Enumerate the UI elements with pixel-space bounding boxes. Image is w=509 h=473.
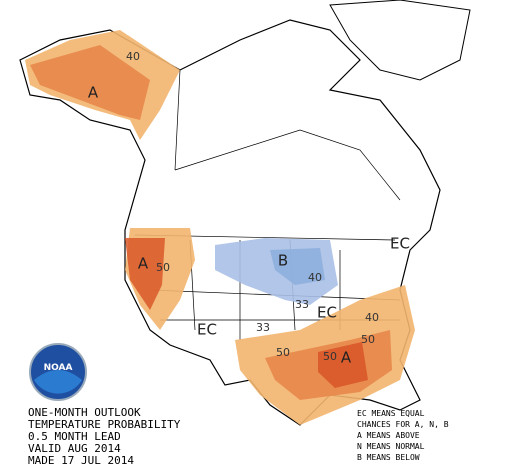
map-label: 40 bbox=[365, 311, 379, 324]
legend-line: CHANCES FOR A, N, B bbox=[357, 420, 449, 429]
legend-line: B MEANS BELOW bbox=[357, 453, 420, 462]
title-line: 0.5 MONTH LEAD bbox=[28, 430, 121, 443]
map-label: 40 bbox=[308, 271, 322, 284]
map-label: 40 bbox=[126, 50, 140, 63]
legend-block: EC MEANS EQUAL CHANCES FOR A, N, B A MEANS… bbox=[357, 409, 449, 462]
map-label: EC bbox=[197, 321, 217, 339]
noaa-logo-wave bbox=[34, 370, 82, 394]
map-label: EC bbox=[317, 304, 337, 322]
map-label: 50 bbox=[323, 350, 337, 363]
below-40 bbox=[270, 248, 325, 285]
border bbox=[174, 129, 401, 201]
title-line: TEMPERATURE PROBABILITY bbox=[28, 418, 181, 431]
map-label: 50 bbox=[156, 261, 170, 274]
map-label: B bbox=[278, 252, 288, 270]
above-40 bbox=[30, 45, 150, 120]
border bbox=[174, 69, 181, 171]
map-label: A bbox=[138, 255, 149, 273]
map-label: 33 bbox=[295, 298, 309, 311]
title-line: VALID AUG 2014 bbox=[28, 442, 121, 455]
map-label: EC bbox=[390, 235, 410, 253]
title-line: MADE 17 JUL 2014 bbox=[28, 454, 134, 467]
above-50 bbox=[125, 238, 165, 310]
greenland bbox=[329, 0, 471, 81]
legend-line: A MEANS ABOVE bbox=[357, 431, 420, 440]
map-label: 50 bbox=[361, 333, 375, 346]
logo-text: NOAA bbox=[44, 363, 73, 373]
legend-line: EC MEANS EQUAL bbox=[357, 409, 425, 418]
map-labels: 40 A A 50 B 40 33 EC EC EC 33 50 50 A 50 40 bbox=[88, 50, 410, 367]
above-50 bbox=[318, 342, 368, 388]
title-line: ONE-MONTH OUTLOOK bbox=[28, 406, 141, 419]
map-label: 50 bbox=[276, 346, 290, 359]
legend-line: N MEANS NORMAL bbox=[357, 442, 425, 451]
map-label: A bbox=[88, 84, 99, 102]
map-label: 33 bbox=[256, 321, 270, 334]
map-label: A bbox=[341, 349, 352, 367]
